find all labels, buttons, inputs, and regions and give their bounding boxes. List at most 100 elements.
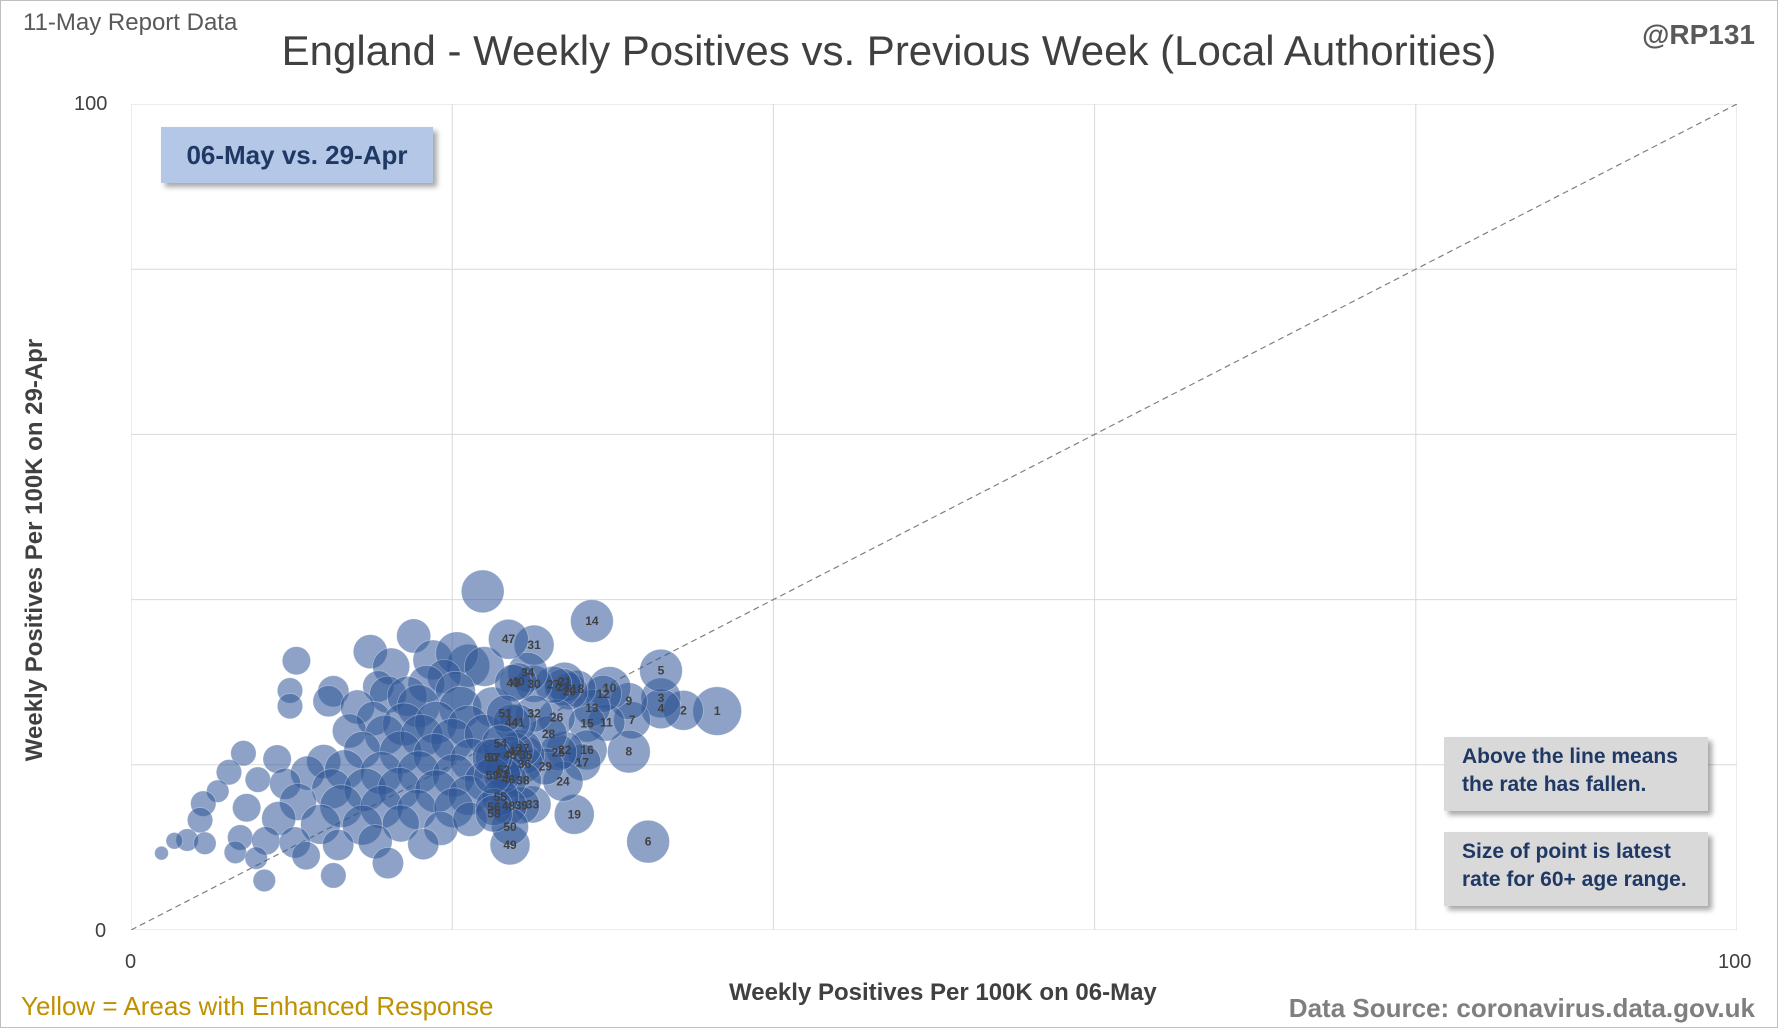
point-label-48: 48	[502, 799, 516, 813]
point-label-34: 34	[521, 665, 535, 679]
bubble-point-55	[232, 793, 262, 823]
point-label-19: 19	[568, 807, 582, 821]
point-label-27: 27	[547, 678, 561, 692]
point-label-51: 51	[499, 707, 513, 721]
point-label-46: 46	[502, 773, 516, 787]
point-label-6: 6	[645, 835, 652, 849]
point-label-45: 45	[503, 748, 517, 762]
point-label-31: 31	[527, 638, 541, 652]
point-label-29: 29	[539, 759, 553, 773]
bubble-point-39	[215, 759, 243, 786]
bubble-point-79	[291, 841, 321, 871]
point-label-3: 3	[658, 691, 665, 705]
point-label-14: 14	[585, 614, 599, 628]
point-label-37: 37	[516, 741, 530, 755]
point-label-56: 56	[487, 800, 501, 814]
bubble-point-8	[463, 646, 505, 687]
point-label-1: 1	[714, 704, 721, 718]
enhanced-response-note: Yellow = Areas with Enhanced Response	[21, 991, 494, 1021]
point-label-16: 16	[580, 743, 594, 757]
point-label-23: 23	[556, 680, 570, 694]
point-label-50: 50	[503, 820, 517, 834]
point-label-42: 42	[508, 744, 522, 758]
bubble-point-16	[312, 685, 345, 718]
y-tick-min: 0	[95, 920, 107, 942]
bubble-6	[626, 819, 670, 864]
point-label-12: 12	[596, 687, 610, 701]
point-label-52: 52	[497, 763, 511, 777]
point-label-13: 13	[585, 701, 599, 715]
note-point-size: Size of point is latest rate for 60+ age…	[1444, 832, 1708, 906]
bubble-point-78	[244, 846, 268, 870]
point-label-41: 41	[511, 716, 525, 730]
point-label-60: 60	[484, 750, 498, 764]
chart-title: England - Weekly Positives vs. Previous …	[281, 27, 1497, 74]
bubble-point-83	[407, 828, 440, 861]
point-label-10: 10	[603, 681, 617, 695]
point-label-44: 44	[505, 716, 519, 730]
point-label-5: 5	[658, 664, 665, 678]
point-label-18: 18	[571, 682, 585, 696]
bubble-point-76	[154, 845, 169, 861]
bubble-point-69	[193, 831, 217, 855]
report-label: 11-May Report Data	[23, 9, 238, 36]
x-tick-max: 100	[1718, 951, 1752, 973]
bubble-point-65	[381, 804, 420, 843]
bubble-point-81	[320, 862, 347, 889]
point-label-24: 24	[556, 774, 570, 788]
point-label-2: 2	[680, 703, 687, 717]
point-label-59: 59	[486, 769, 500, 783]
point-label-53: 53	[495, 768, 509, 782]
point-label-38: 38	[516, 773, 530, 787]
point-label-35: 35	[519, 748, 533, 762]
y-tick-max: 100	[74, 93, 108, 115]
bubble-47	[488, 618, 529, 660]
point-label-7: 7	[629, 713, 636, 727]
y-axis-label: Weekly Positives Per 100K on 29-Apr	[21, 338, 48, 762]
bubble-point-77	[223, 840, 248, 865]
point-label-57: 57	[487, 750, 501, 764]
bubble-60	[471, 738, 510, 777]
scatter-plot: 1234567891011121314151617181920212223242…	[131, 104, 1737, 930]
point-label-32: 32	[527, 707, 541, 721]
point-label-28: 28	[542, 727, 556, 741]
x-tick-min: 0	[125, 951, 137, 973]
point-label-54: 54	[494, 736, 508, 750]
bubble-point-3	[281, 646, 311, 676]
bubble-point-32	[230, 740, 257, 767]
point-label-26: 26	[550, 711, 564, 725]
bubble-8	[607, 729, 651, 774]
point-label-49: 49	[503, 838, 517, 852]
point-label-58: 58	[487, 807, 501, 821]
bubble-14	[570, 599, 614, 643]
point-label-8: 8	[626, 745, 633, 759]
point-label-39: 39	[515, 798, 529, 812]
point-label-21: 21	[558, 675, 572, 689]
point-label-25: 25	[552, 745, 566, 759]
point-label-33: 33	[526, 797, 540, 811]
bubble-point-80	[252, 868, 276, 893]
point-label-layer: 1234567891011121314151617181920212223242…	[484, 614, 721, 852]
point-label-15: 15	[580, 717, 594, 731]
point-label-22: 22	[558, 743, 572, 757]
bubble-point-0	[460, 569, 505, 614]
author-handle: @RP131	[1642, 19, 1755, 50]
bubble-point-82	[371, 847, 404, 880]
note-line-meaning: Above the line means the rate has fallen…	[1444, 737, 1708, 811]
bubble-point-73	[322, 828, 355, 861]
x-axis-label: Weekly Positives Per 100K on 06-May	[729, 979, 1157, 1006]
bubble-58	[475, 794, 513, 833]
point-label-17: 17	[576, 755, 590, 769]
data-source: Data Source: coronavirus.data.gov.uk	[1288, 993, 1755, 1023]
point-label-4: 4	[658, 702, 665, 716]
point-label-36: 36	[518, 757, 532, 771]
point-label-30: 30	[527, 677, 541, 691]
point-label-43: 43	[507, 676, 521, 690]
point-label-9: 9	[626, 694, 633, 708]
bubble-point-40	[244, 766, 271, 793]
bubble-point-61	[186, 807, 214, 834]
bubble-point-18	[276, 693, 304, 720]
point-label-20: 20	[563, 684, 577, 698]
point-label-40: 40	[511, 674, 525, 688]
